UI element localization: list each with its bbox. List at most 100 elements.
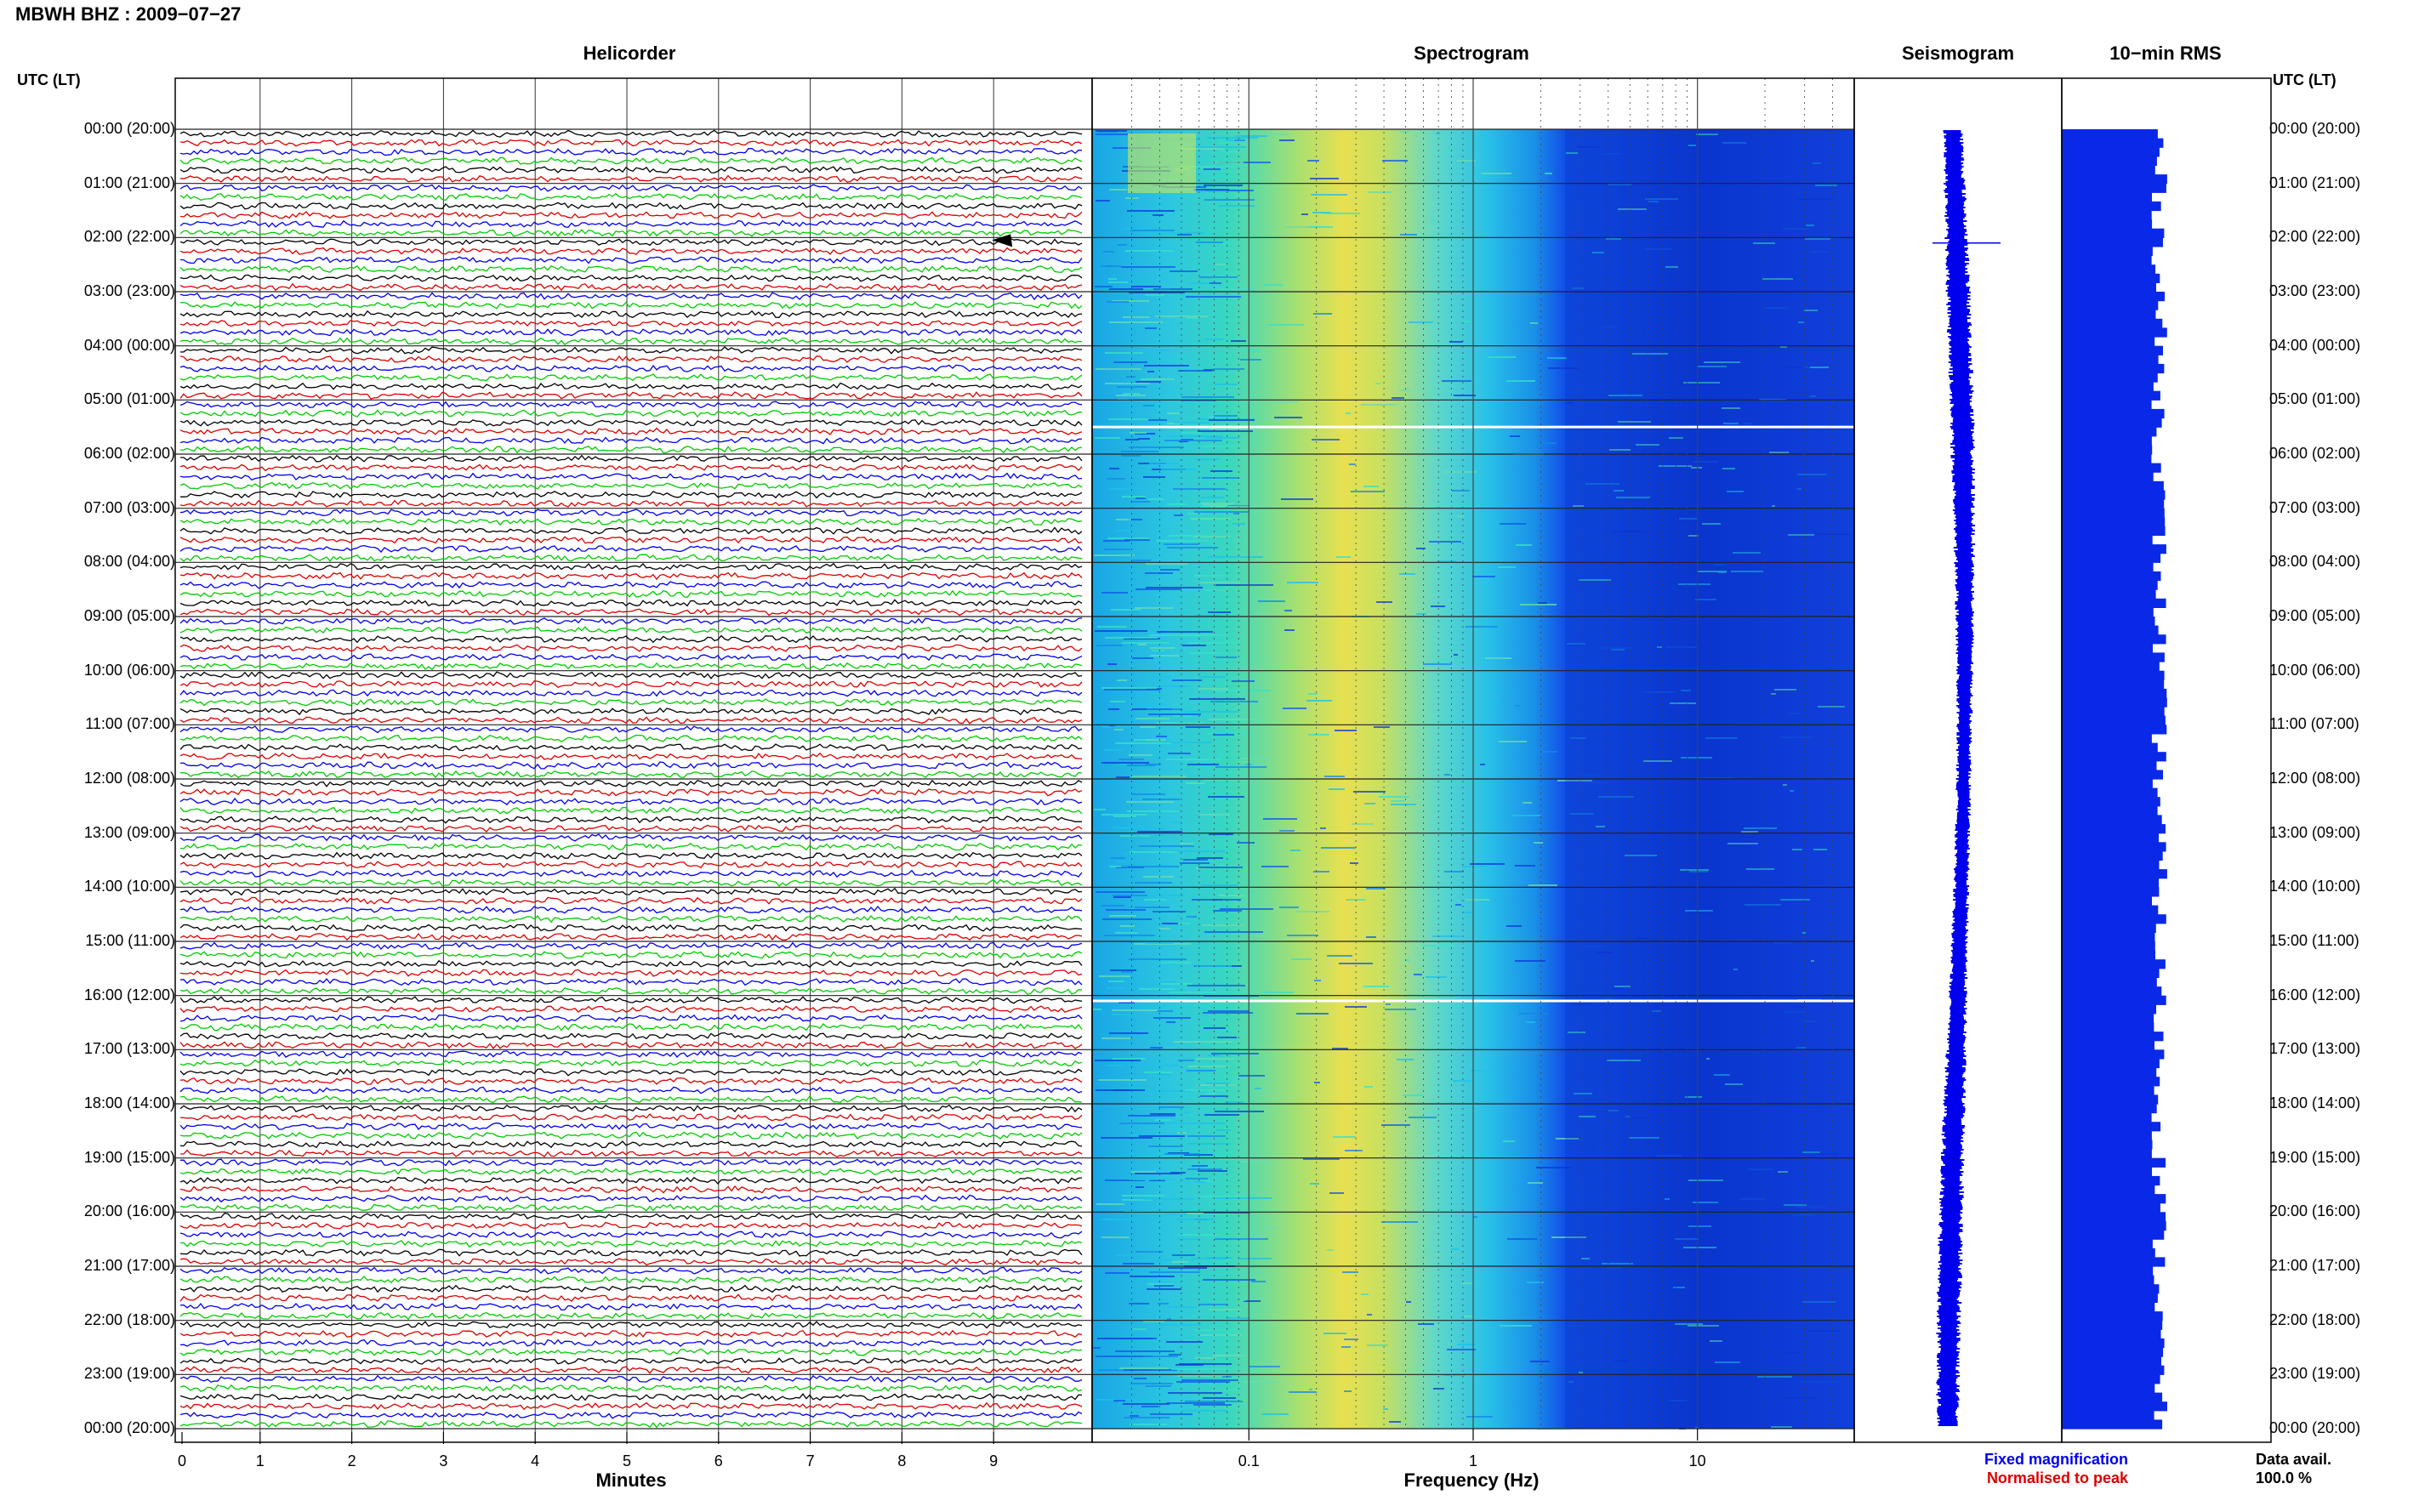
rms-bar: [2062, 1338, 2165, 1349]
spectrogram-streak: [1101, 1137, 1153, 1139]
spectrogram-streak: [1209, 719, 1264, 720]
spectrogram-streak: [1309, 1389, 1312, 1390]
spectrogram-streak: [1697, 777, 1734, 779]
spectrogram-streak: [1462, 866, 1497, 867]
hour-label-right: 13:00 (09:00): [2269, 823, 2361, 841]
helicorder-trace-row: [179, 1366, 1083, 1374]
rms-bar: [2062, 174, 2167, 185]
spectrogram-streak: [1108, 418, 1148, 420]
helicorder-trace-row: [179, 779, 1083, 787]
spectrogram-streak: [1482, 173, 1511, 174]
rms-bar: [2062, 652, 2165, 662]
rms-bar: [2062, 210, 2152, 220]
helicorder-trace-row: [179, 401, 1083, 409]
rms-bar: [2062, 1112, 2152, 1123]
spectrogram-streak: [1771, 693, 1776, 695]
helicorder-trace-row: [179, 536, 1083, 544]
spectrogram-streak: [1685, 910, 1713, 912]
spectrogram-streak: [1204, 185, 1243, 186]
spectrogram-streak: [1202, 504, 1232, 506]
spectrogram-streak: [1321, 847, 1356, 849]
spectrogram-streak: [1813, 162, 1821, 164]
rms-bar: [2062, 273, 2160, 283]
spectrogram-streak: [1153, 214, 1164, 216]
spectrogram-streak: [1665, 1198, 1670, 1200]
spectrogram-streak: [1136, 940, 1163, 941]
spectrogram-streak: [1166, 435, 1222, 437]
spectrogram-streak: [1281, 498, 1313, 500]
rms-bar: [2062, 454, 2152, 464]
rms-bar: [2062, 400, 2152, 410]
spectrogram-streak: [1206, 1257, 1232, 1259]
spectrogram-streak: [1279, 139, 1295, 141]
spectrogram-streak: [1381, 1124, 1410, 1126]
spectrogram-streak: [1208, 556, 1263, 558]
spectrogram-streak: [1162, 923, 1178, 924]
spectrogram-streak: [1116, 1254, 1130, 1256]
spectrogram-streak: [1106, 987, 1125, 989]
rms-bar: [2062, 1320, 2163, 1330]
rms-bar: [2062, 345, 2163, 355]
spectrogram-streak: [1310, 1183, 1319, 1185]
spectrogram-streak: [1128, 1115, 1175, 1117]
spectrogram-streak: [1096, 1089, 1145, 1091]
spectrogram-streak: [1181, 148, 1224, 150]
spectrogram-streak: [1177, 1238, 1200, 1240]
spectrogram-streak: [1632, 353, 1668, 355]
spectrogram-streak: [1186, 782, 1205, 784]
rms-bar: [2062, 824, 2166, 834]
rms-bar: [2062, 1329, 2161, 1339]
rms-bar: [2062, 1077, 2160, 1087]
helicorder-trace-row: [179, 905, 1083, 914]
hour-label-right: 12:00 (08:00): [2269, 770, 2361, 787]
spectrogram-streak: [1530, 1361, 1550, 1362]
spectrogram-streak: [1506, 380, 1535, 382]
spectrogram-streak: [1462, 321, 1471, 322]
spectrogram-streak: [1675, 1323, 1703, 1325]
spectrogram-streak: [1181, 711, 1238, 713]
spectrogram-streak: [1111, 609, 1141, 611]
spectrogram-streak: [1188, 642, 1239, 644]
spectrogram-streak: [1526, 1021, 1535, 1023]
spectrogram-streak: [1096, 368, 1141, 370]
spectrogram-streak: [1333, 1136, 1356, 1138]
spectrogram-streak: [1221, 151, 1240, 152]
spectrogram-streak: [1215, 264, 1226, 265]
spectrogram-streak: [1753, 242, 1775, 244]
spectrogram-streak: [1194, 458, 1220, 460]
hour-label-right: 18:00 (14:00): [2269, 1094, 2361, 1111]
spectrogram-streak: [1802, 932, 1806, 934]
spectrogram-streak: [1267, 401, 1298, 403]
spectrogram-streak: [1226, 1317, 1250, 1319]
spectrogram-streak: [1422, 945, 1454, 946]
spectrogram-streak: [1144, 365, 1189, 367]
rms-bar: [2062, 472, 2154, 482]
helicorder-trace-row: [179, 1374, 1083, 1383]
helicorder-trace-row: [179, 1023, 1083, 1032]
rms-bar: [2062, 129, 2158, 139]
spectrogram-streak: [1746, 868, 1774, 870]
spectrogram-streak: [1127, 810, 1179, 812]
spectrogram-streak: [1762, 278, 1793, 280]
spectrogram-streak: [1194, 575, 1224, 577]
rms-bar: [2062, 1194, 2166, 1204]
spectrogram-streak: [1198, 867, 1243, 868]
spectrogram-streak: [1243, 1299, 1246, 1301]
spectrogram-streak: [1669, 1400, 1688, 1401]
hour-label-right: 11:00 (07:00): [2269, 715, 2359, 733]
spectrogram-streak: [1341, 1346, 1351, 1348]
spectrogram-streak: [1112, 300, 1149, 302]
spectrogram-streak: [1185, 1401, 1243, 1402]
helicorder-trace-row: [179, 986, 1082, 996]
spectrogram-streak: [1453, 1080, 1471, 1082]
hour-label-left: 13:00 (09:00): [83, 823, 175, 841]
spectrogram-streak: [1134, 739, 1150, 741]
hour-label-right: 06:00 (02:00): [2269, 445, 2361, 462]
spectrogram-streak: [1242, 1161, 1271, 1162]
rms-bar: [2062, 1004, 2156, 1015]
spectrogram-streak: [1659, 465, 1692, 467]
spectrogram-streak: [1688, 1325, 1719, 1327]
spectrogram-streak: [1153, 288, 1192, 290]
helicorder-trace-row: [179, 526, 1083, 535]
spectrogram-streak: [1303, 1158, 1340, 1160]
